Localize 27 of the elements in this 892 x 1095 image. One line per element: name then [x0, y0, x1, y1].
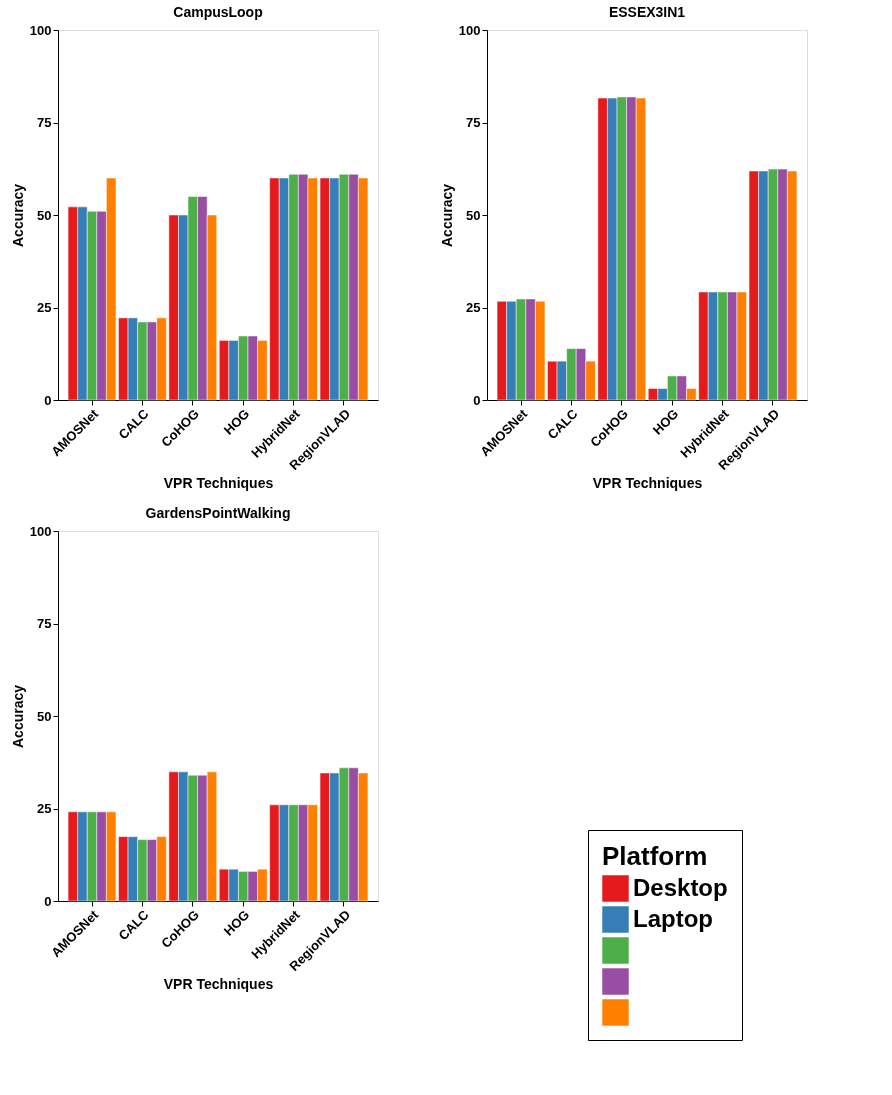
y-tick-label: 0	[44, 893, 52, 909]
y-axis-title: Accuracy	[9, 684, 26, 749]
y-tick-label: 100	[29, 22, 52, 38]
x-axis-title: VPR Techniques	[163, 474, 274, 491]
chart-title: ESSEX3IN1	[608, 4, 686, 20]
y-tick-label: 75	[37, 115, 52, 130]
y-tick-label: 75	[466, 115, 481, 130]
y-axis-title: Accuracy	[9, 183, 26, 248]
x-axis-title: VPR Techniques	[592, 474, 703, 491]
y-tick-label: 0	[44, 392, 52, 408]
legend-title: Platform	[602, 841, 708, 871]
y-axis-title: Accuracy	[438, 183, 455, 248]
chart-title: CampusLoop	[173, 4, 263, 20]
y-tick-label: 0	[473, 392, 481, 408]
y-tick-label: 25	[37, 300, 52, 315]
y-tick-label: 100	[29, 523, 52, 539]
y-tick-label: 100	[458, 22, 481, 38]
y-tick-label: 25	[37, 801, 52, 816]
y-tick-label: 50	[37, 708, 52, 724]
legend-label: Laptop	[633, 904, 713, 932]
y-tick-label: 50	[466, 207, 481, 223]
chart-title: GardensPointWalking	[145, 505, 291, 521]
y-tick-label: 50	[37, 207, 52, 223]
y-tick-label: 75	[37, 616, 52, 631]
legend-label: Desktop	[633, 873, 728, 901]
y-tick-label: 25	[466, 300, 481, 315]
x-axis-title: VPR Techniques	[163, 975, 274, 992]
